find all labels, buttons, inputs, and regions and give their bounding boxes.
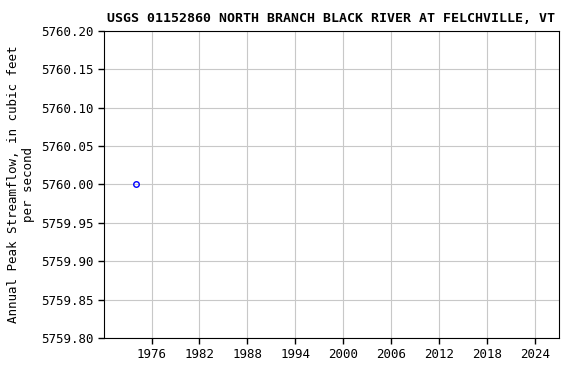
- Title: USGS 01152860 NORTH BRANCH BLACK RIVER AT FELCHVILLE, VT: USGS 01152860 NORTH BRANCH BLACK RIVER A…: [107, 12, 555, 25]
- Y-axis label: Annual Peak Streamflow, in cubic feet
per second: Annual Peak Streamflow, in cubic feet pe…: [7, 46, 35, 323]
